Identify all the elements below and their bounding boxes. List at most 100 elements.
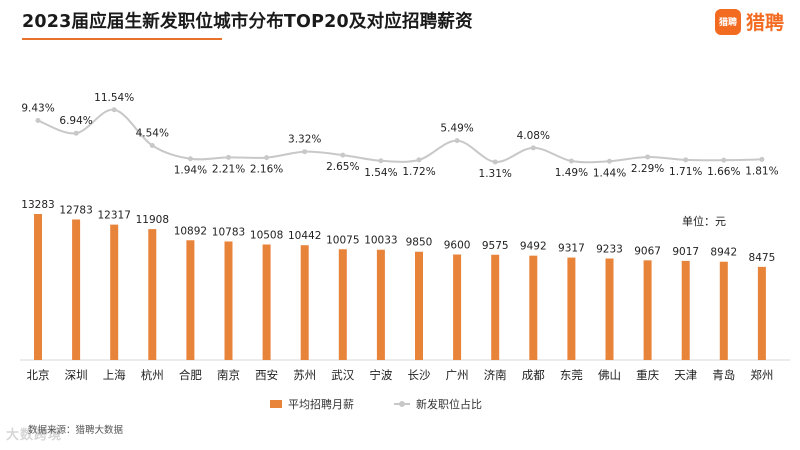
share-point-5 <box>226 154 231 160</box>
share-point-14 <box>568 158 574 164</box>
category-label: 合肥 <box>179 368 202 382</box>
bar-8 <box>338 249 347 360</box>
bar-value-label: 9317 <box>558 243 585 255</box>
share-value-label: 9.43% <box>21 103 54 115</box>
bar-value-label: 9575 <box>482 240 509 252</box>
category-label: 济南 <box>484 368 507 382</box>
share-value-labels: 9.43% 6.94%11.54% 4.54% 1.94% 2.21% 2.16% 3.32… <box>21 92 778 180</box>
bar-value-label: 9600 <box>444 239 471 251</box>
share-point-3 <box>149 142 155 148</box>
bar-7 <box>300 245 309 360</box>
bar-0 <box>34 214 42 360</box>
bar-value-label: 12783 <box>59 204 92 216</box>
share-value-label: 2.16% <box>250 164 283 176</box>
bar-11 <box>453 254 462 360</box>
share-value-label: 1.94% <box>174 165 207 177</box>
share-point-1 <box>73 130 79 136</box>
bar-value-label: 9492 <box>520 241 547 253</box>
legend-item-salary[interactable]: 平均招聘月薪 <box>270 396 354 412</box>
share-point-13 <box>530 145 536 151</box>
bar-value-label: 10892 <box>174 225 207 237</box>
bar-5 <box>224 241 233 360</box>
share-value-label: 1.81% <box>745 165 778 177</box>
share-value-label: 2.29% <box>631 163 664 175</box>
bar-value-label: 9017 <box>672 246 699 258</box>
category-label: 长沙 <box>408 368 431 382</box>
title-underline <box>22 38 222 40</box>
share-point-18 <box>721 157 727 163</box>
legend-item-share[interactable]: 新发职位占比 <box>394 396 482 412</box>
liepin-logo-text: 猎聘 <box>745 12 784 34</box>
bar-value-label: 10783 <box>212 226 245 238</box>
unit-note: 单位：元 <box>682 215 726 228</box>
bar-12 <box>491 254 500 360</box>
category-label: 南京 <box>217 368 240 382</box>
bar-14 <box>567 257 576 360</box>
category-label: 苏州 <box>293 368 316 382</box>
share-point-19 <box>759 156 765 162</box>
share-value-label: 1.31% <box>479 168 512 180</box>
category-label: 西安 <box>255 368 278 382</box>
bar-16 <box>643 260 652 360</box>
share-value-label: 5.49% <box>440 123 473 135</box>
bar-value-label: 9233 <box>596 244 623 256</box>
category-label: 佛山 <box>598 368 621 382</box>
bar-value-label: 11908 <box>136 214 169 226</box>
share-point-16 <box>645 154 651 160</box>
bar-value-label: 10075 <box>326 234 359 246</box>
bar-3 <box>148 229 157 360</box>
share-points <box>35 107 765 165</box>
liepin-logo-icon: 猎聘 <box>714 8 741 35</box>
bar-value-label: 13283 <box>21 199 54 211</box>
bar-1 <box>72 219 81 360</box>
bar-value-labels: 13283 12783 12317 11908 10892 10783 10508 10442… <box>21 199 775 264</box>
bar-4 <box>186 240 195 360</box>
data-source-note: 数据来源：猎聘大数据 <box>28 425 124 436</box>
share-point-11 <box>454 138 460 144</box>
bar-2 <box>110 224 119 360</box>
bar-value-label: 10442 <box>288 230 321 242</box>
share-trend-line <box>37 108 762 164</box>
liepin-logo: 猎聘 猎聘 <box>714 8 784 35</box>
bar-17 <box>681 260 690 360</box>
bar-6 <box>262 244 271 360</box>
legend-line-swatch <box>394 401 410 407</box>
share-point-15 <box>607 158 612 164</box>
share-point-0 <box>35 118 41 124</box>
category-label: 宁波 <box>369 368 392 382</box>
share-point-12 <box>492 159 498 165</box>
share-value-label: 6.94% <box>59 115 92 127</box>
category-label: 杭州 <box>141 368 164 382</box>
share-point-8 <box>340 152 346 158</box>
category-label: 成都 <box>522 368 545 382</box>
share-value-label: 11.54% <box>94 92 134 104</box>
bar-value-label: 9850 <box>406 237 433 249</box>
share-value-label: 1.44% <box>593 167 626 179</box>
bar-value-label: 10508 <box>250 230 283 242</box>
share-point-7 <box>302 149 308 155</box>
category-label: 青岛 <box>712 368 735 382</box>
share-point-4 <box>187 156 193 162</box>
legend-bar-swatch <box>270 400 282 408</box>
bar-value-label: 8942 <box>710 247 737 259</box>
share-value-label: 4.54% <box>136 127 169 139</box>
share-value-label: 4.08% <box>517 130 550 142</box>
share-value-label: 1.71% <box>669 166 702 178</box>
chart-title: 2023届应届生新发职位城市分布TOP20及对应招聘薪资 <box>22 12 473 32</box>
share-point-2 <box>111 107 117 113</box>
share-point-10 <box>416 157 422 163</box>
legend-label-share: 新发职位占比 <box>416 398 482 411</box>
bar-10 <box>415 251 423 360</box>
category-labels: 北京 深圳 上海 杭州 合肥 南京 西安 苏州 武汉 宁波 长沙 广州 济南 成都 东莞 佛山 重庆 天津 青岛 郑州 <box>27 368 774 382</box>
category-label: 深圳 <box>65 368 88 382</box>
share-value-label: 1.54% <box>364 167 397 179</box>
share-value-label: 1.66% <box>707 166 740 178</box>
category-label: 重庆 <box>636 368 659 382</box>
category-label: 武汉 <box>331 368 354 382</box>
bar-value-label: 10033 <box>364 235 397 247</box>
bar-value-label: 12317 <box>97 210 130 222</box>
bar-15 <box>605 258 614 360</box>
bar-value-label: 8475 <box>749 252 776 264</box>
legend-label-salary: 平均招聘月薪 <box>288 398 354 411</box>
